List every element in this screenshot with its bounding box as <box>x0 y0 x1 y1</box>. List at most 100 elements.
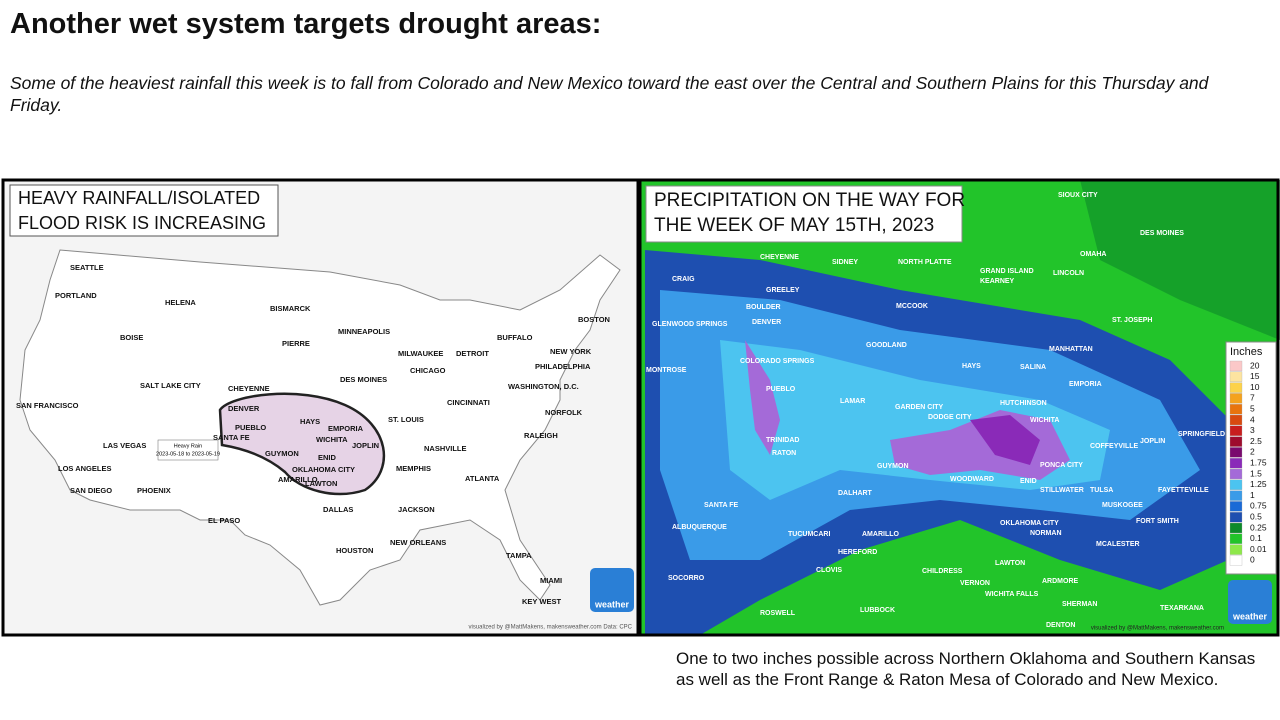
city-label: BUFFALO <box>497 333 533 342</box>
credit: visualized by @MattMakens, makensweather… <box>1091 626 1224 632</box>
logo-text: weather <box>1232 611 1268 621</box>
legend-swatch <box>1229 544 1243 555</box>
annotation-title: Heavy Rain <box>174 443 202 449</box>
city-label: TUCUMCARI <box>788 531 830 538</box>
city-label: JACKSON <box>398 505 435 514</box>
city-label: TRINIDAD <box>766 437 799 444</box>
city-label: DENTON <box>1046 622 1075 629</box>
city-label: ENID <box>318 453 337 462</box>
city-label: SPRINGFIELD <box>1178 431 1225 438</box>
city-label: WOODWARD <box>950 476 994 483</box>
city-label: CLOVIS <box>816 567 842 574</box>
legend-label: 7 <box>1250 393 1255 403</box>
city-label: BISMARCK <box>270 304 311 313</box>
legend-swatch <box>1229 533 1243 544</box>
city-label: SANTA FE <box>213 433 250 442</box>
city-label: AMARILLO <box>862 531 899 538</box>
map-title: THE WEEK OF MAY 15TH, 2023 <box>654 215 934 236</box>
title-box <box>645 185 963 243</box>
city-label: LOS ANGELES <box>58 464 111 473</box>
city-label: DALHART <box>838 490 873 497</box>
city-label: CRAIG <box>672 276 695 283</box>
city-label: OKLAHOMA CITY <box>1000 520 1059 527</box>
slide-title: Another wet system targets drought areas… <box>10 8 602 40</box>
city-label: MIAMI <box>540 576 562 585</box>
city-label: HELENA <box>165 298 196 307</box>
legend-label: 0.75 <box>1250 501 1267 511</box>
city-label: ROSWELL <box>760 610 796 617</box>
city-label: FAYETTEVILLE <box>1158 487 1209 494</box>
city-label: OMAHA <box>1080 251 1106 258</box>
city-label: CHEYENNE <box>228 384 270 393</box>
annotation-box <box>157 439 219 461</box>
city-label: RATON <box>772 450 796 457</box>
city-label: DES MOINES <box>1140 230 1184 237</box>
city-label: SEATTLE <box>70 263 104 272</box>
city-label: CINCINNATI <box>447 398 490 407</box>
city-label: HAYS <box>962 363 981 370</box>
legend-label: 0.5 <box>1250 511 1262 521</box>
city-label: CHICAGO <box>410 366 446 375</box>
city-label: NORTH PLATTE <box>898 259 952 266</box>
city-label: ST. JOSEPH <box>1112 317 1152 324</box>
legend-label: 0.1 <box>1250 533 1262 543</box>
legend-label: 2 <box>1250 447 1255 457</box>
map-title: FLOOD RISK IS INCREASING <box>18 213 266 233</box>
logo <box>1228 580 1272 624</box>
legend-label: 1.75 <box>1250 457 1267 467</box>
city-label: SIOUX CITY <box>1058 192 1098 199</box>
city-label: KEARNEY <box>980 278 1015 285</box>
precip-025 <box>1080 180 1280 340</box>
city-label: ARDMORE <box>1042 578 1078 585</box>
city-label: LAS VEGAS <box>103 441 146 450</box>
legend-swatch <box>1229 501 1243 512</box>
risk-area <box>218 392 386 496</box>
city-label: NEW ORLEANS <box>390 538 446 547</box>
city-label: DALLAS <box>323 505 353 514</box>
city-label: GUYMON <box>265 449 299 458</box>
city-label: LAMAR <box>840 398 865 405</box>
city-label: DENVER <box>752 319 781 326</box>
legend-label: 3 <box>1250 425 1255 435</box>
city-label: CHEYENNE <box>760 254 799 261</box>
city-label: HUTCHINSON <box>1000 400 1047 407</box>
city-label: WICHITA <box>316 435 348 444</box>
credit: visualized by @MattMakens, makensweather… <box>469 625 633 631</box>
city-label: MONTROSE <box>646 367 687 374</box>
legend-swatch <box>1229 382 1243 393</box>
city-label: GARDEN CITY <box>895 404 944 411</box>
annotation-dates: 2023-05-18 to 2023-05-19 <box>156 451 220 457</box>
city-label: MUSKOGEE <box>1102 502 1143 509</box>
legend-label: 0.01 <box>1250 544 1267 554</box>
map-frame <box>638 178 1280 637</box>
city-label: MEMPHIS <box>396 464 431 473</box>
legend-swatch <box>1229 371 1243 382</box>
title-box <box>9 184 279 237</box>
city-label: HEREFORD <box>838 549 877 556</box>
city-label: PHILADELPHIA <box>535 362 591 371</box>
city-label: PHOENIX <box>137 486 171 495</box>
city-label: BOISE <box>120 333 143 342</box>
legend-label: 0.25 <box>1250 522 1267 532</box>
city-label: BOULDER <box>746 304 781 311</box>
city-label: NORFOLK <box>545 408 583 417</box>
city-label: PIERRE <box>282 339 310 348</box>
legend-swatch <box>1229 393 1243 404</box>
city-label: MILWAUKEE <box>398 349 443 358</box>
city-label: MCCOOK <box>896 303 928 310</box>
legend-label: 20 <box>1250 360 1260 370</box>
city-label: PORTLAND <box>55 291 97 300</box>
legend-swatch <box>1229 512 1243 523</box>
map-title: PRECIPITATION ON THE WAY FOR <box>654 190 965 211</box>
legend-swatch <box>1229 425 1243 436</box>
city-label: TAMPA <box>506 551 532 560</box>
legend-swatch <box>1229 522 1243 534</box>
precip-175 <box>970 415 1040 465</box>
legend-swatch <box>1229 468 1243 480</box>
city-label: LAWTON <box>305 479 337 488</box>
city-label: COLORADO SPRINGS <box>740 358 815 365</box>
city-label: WICHITA <box>1030 417 1059 424</box>
city-label: EMPORIA <box>1069 381 1102 388</box>
logo-text: weather <box>594 599 630 609</box>
city-label: SAN DIEGO <box>70 486 112 495</box>
